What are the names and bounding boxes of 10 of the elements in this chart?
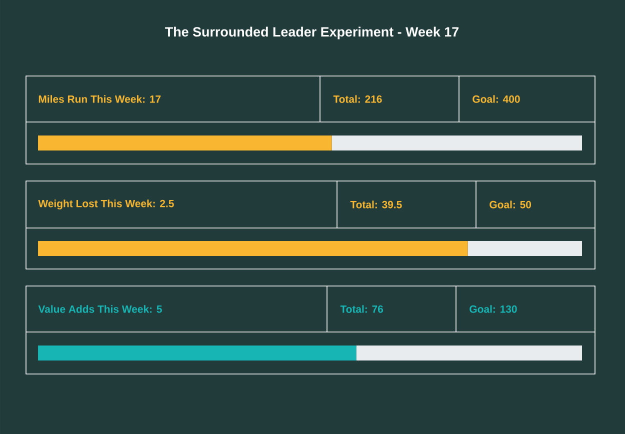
text: Goal: 50 — [490, 200, 532, 208]
chart-title: Value Adds This Week: 5 — [38, 305, 162, 313]
text: Total: 76 — [340, 305, 384, 313]
text: Total: 216 — [333, 95, 382, 103]
chart-title: Miles Run This Week: 17 — [38, 95, 161, 103]
text: Total: 39.5 — [350, 200, 402, 208]
text: Goal: 130 — [470, 305, 517, 313]
chart-title: Weight Lost This Week: 2.5 — [38, 200, 174, 210]
text: Goal: 400 — [472, 95, 520, 103]
text: The Surrounded Leader Experiment - Week 17 — [165, 26, 459, 40]
